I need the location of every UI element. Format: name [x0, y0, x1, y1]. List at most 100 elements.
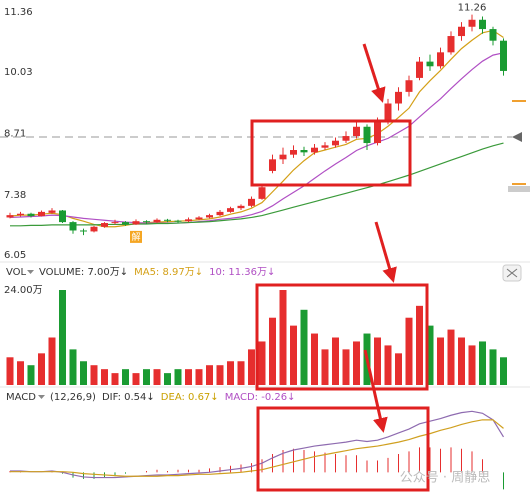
header-item: VOLUME: 7.00万↓ [39, 267, 128, 278]
candle-body [80, 230, 87, 232]
header-item: 10: 11.36万↓ [209, 267, 275, 278]
candle-body [279, 154, 287, 160]
expand-icon [506, 268, 518, 278]
volume-bar [248, 349, 255, 385]
annotations [250, 43, 430, 492]
highlight-box [256, 406, 430, 492]
candle-body [500, 40, 507, 71]
volume-bar [489, 349, 497, 385]
candle-body [122, 222, 129, 225]
volume-bar [153, 369, 161, 385]
header-item: DIF: 0.54↓ [102, 392, 155, 403]
volume-bar [258, 341, 266, 385]
volume-bar [353, 341, 360, 385]
volume-bar [164, 373, 171, 385]
volume-bar [405, 317, 413, 385]
y-tick-label: 6.05 [4, 250, 26, 261]
volume-bar [426, 325, 434, 385]
header-item: DEA: 0.67↓ [161, 392, 219, 403]
marks: 11.36 10.03 8.71 7.38 6.05 11.26 解 24.00万 [4, 3, 507, 490]
volume-bar [195, 369, 203, 385]
volume-bar [321, 349, 329, 385]
candle-body [227, 208, 234, 212]
volume-bar [500, 357, 507, 385]
marker-box [130, 230, 142, 243]
highlight-box [250, 119, 412, 187]
volume-bar [416, 305, 423, 385]
volume-bar [69, 349, 77, 385]
volume-bar [311, 333, 318, 385]
ma-line [9, 52, 504, 224]
volume-bar [48, 337, 56, 385]
volume-bar [132, 373, 140, 385]
candle-body [269, 159, 276, 171]
candle-body [69, 222, 77, 231]
candle-body [290, 150, 297, 155]
candle-body [479, 19, 486, 30]
candle-body [153, 219, 161, 223]
volume-bar [468, 345, 476, 385]
candle-body [353, 126, 360, 137]
candle-body [447, 36, 455, 53]
volume-bar [59, 290, 66, 385]
macd-header: MACD (12,26,9) DIF: 0.54↓ DEA: 0.67↓ MACD: -… [6, 392, 295, 403]
candle-body [300, 150, 308, 153]
candle-body [101, 223, 108, 227]
y-tick-label: 8.71 [4, 128, 26, 139]
candle-body [258, 187, 266, 199]
volume-bar [101, 369, 108, 385]
volume-bar [216, 365, 224, 385]
volume-bar [279, 290, 287, 385]
candle-body [321, 145, 329, 148]
candle-body [437, 52, 444, 67]
volume-bar [395, 353, 402, 385]
candle-body [143, 221, 150, 223]
volume-bar [80, 361, 87, 385]
header-item: MACD: -0.26↓ [225, 392, 296, 403]
candle-body [405, 80, 413, 92]
highlight-box [255, 283, 429, 391]
candle-body [38, 211, 45, 217]
candle-body [17, 213, 24, 216]
candle-body [237, 205, 245, 209]
volume-bar [111, 373, 119, 385]
volume-bar [27, 365, 35, 385]
candle-body [468, 19, 476, 27]
candle-body [458, 26, 465, 37]
volume-bar [38, 353, 45, 385]
candle-body [185, 219, 192, 222]
volume-bar [342, 349, 350, 385]
arrow [363, 349, 388, 433]
y-tick-label: 7.38 [4, 190, 26, 201]
candle-body [395, 91, 402, 104]
volume-bar [458, 337, 465, 385]
y-tick-label: 10.03 [4, 67, 33, 78]
dropdown [27, 270, 35, 274]
volume-bar [300, 309, 308, 385]
candle-body [374, 122, 381, 144]
candle-body [111, 222, 119, 224]
volume-bar [384, 345, 392, 385]
volume-bar [332, 337, 339, 385]
candle-body [195, 217, 203, 220]
candle-body [342, 136, 350, 141]
marker-label: 解 [131, 231, 140, 243]
volume-bar [143, 369, 150, 385]
candle-body [59, 210, 66, 223]
candle-body [248, 198, 255, 206]
y-tick-label: 11.36 [4, 7, 33, 18]
header-item: MA5: 8.97万↓ [134, 267, 203, 278]
ma-line [9, 29, 504, 228]
candle-body [416, 61, 423, 78]
high-label: 11.26 [458, 3, 487, 14]
reference-arrow [512, 132, 522, 142]
volume-bar [122, 369, 129, 385]
candle-body [164, 219, 171, 221]
y-tick-label: 24.00万 [4, 285, 43, 296]
candle-body [489, 29, 497, 41]
arrow [362, 43, 386, 103]
candle-body [311, 147, 318, 153]
